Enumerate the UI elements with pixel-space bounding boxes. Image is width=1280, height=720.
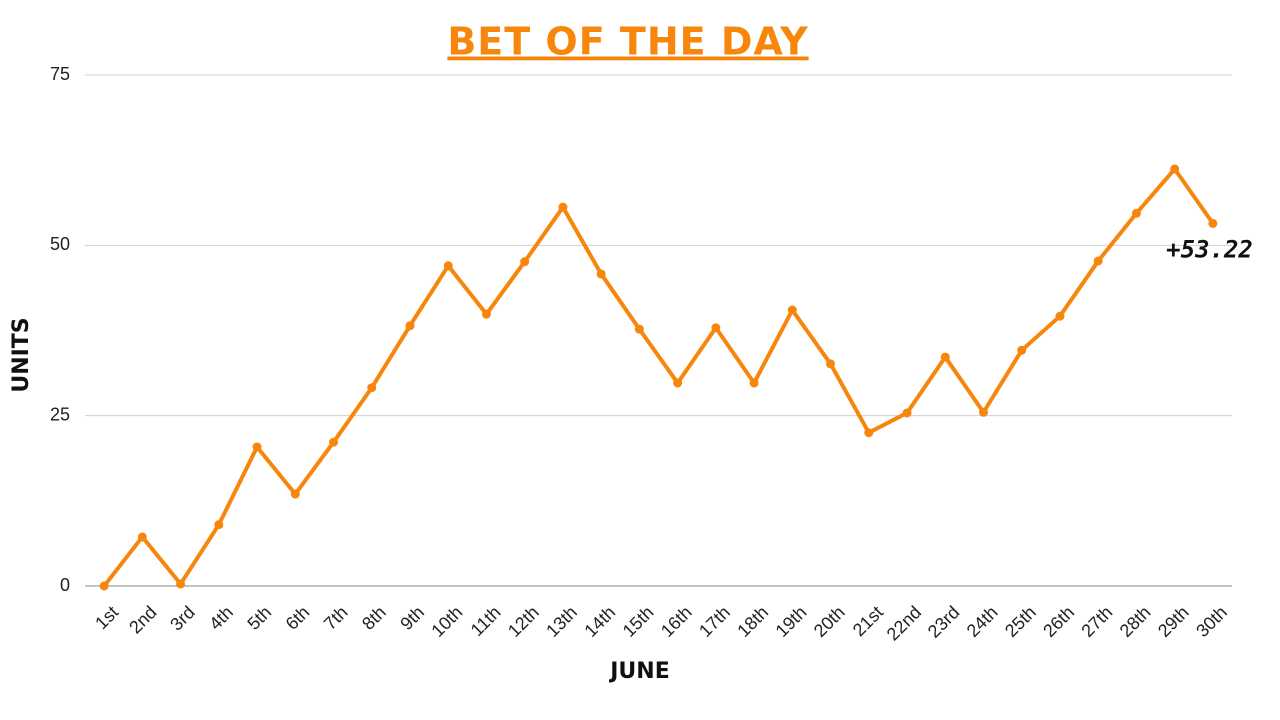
x-tick-label: 2nd bbox=[125, 602, 160, 637]
x-tick-label: 3rd bbox=[166, 602, 199, 635]
y-tick-label: 75 bbox=[50, 64, 70, 84]
x-tick-label: 4th bbox=[205, 602, 237, 634]
point bbox=[329, 437, 339, 447]
x-tick-label: 1st bbox=[91, 602, 122, 633]
point bbox=[826, 359, 836, 369]
x-tick-label: 30th bbox=[1192, 602, 1231, 641]
x-tick-label: 23rd bbox=[924, 602, 964, 642]
y-tick-label: 50 bbox=[50, 234, 70, 254]
x-tick-label: 26th bbox=[1039, 602, 1078, 641]
x-tick-label: 20th bbox=[810, 602, 849, 641]
point bbox=[749, 378, 759, 388]
x-tick-label: 11th bbox=[467, 602, 505, 640]
x-tick-label: 17th bbox=[695, 602, 734, 641]
x-tick-label: 10th bbox=[427, 602, 466, 641]
point bbox=[176, 579, 186, 589]
point bbox=[1208, 218, 1218, 228]
x-tick-label: 14th bbox=[580, 602, 619, 641]
point bbox=[252, 442, 262, 452]
point bbox=[443, 261, 453, 271]
point bbox=[1055, 311, 1065, 321]
point bbox=[634, 324, 644, 334]
x-axis-title: JUNE bbox=[608, 659, 670, 684]
y-tick-label: 25 bbox=[50, 404, 70, 424]
point bbox=[367, 383, 377, 393]
point bbox=[940, 352, 950, 362]
y-tick-label: 0 bbox=[60, 575, 70, 595]
point bbox=[1093, 256, 1103, 266]
x-tick-label: 7th bbox=[320, 602, 352, 634]
x-tick-label: 22nd bbox=[883, 602, 925, 644]
point bbox=[1017, 345, 1027, 355]
point bbox=[520, 257, 530, 267]
y-axis-title: UNITS bbox=[9, 317, 34, 392]
x-tick-label: 27th bbox=[1077, 602, 1116, 641]
x-tick-label: 18th bbox=[733, 602, 772, 641]
x-tick-label: 21st bbox=[849, 602, 887, 640]
x-tick-label: 28th bbox=[1116, 602, 1155, 641]
annotation: +53.22 bbox=[1166, 235, 1253, 263]
point bbox=[711, 323, 721, 333]
point bbox=[673, 378, 683, 388]
point bbox=[864, 428, 874, 438]
point bbox=[596, 269, 606, 279]
point bbox=[902, 408, 912, 418]
x-tick-label: 29th bbox=[1154, 602, 1193, 641]
point bbox=[290, 489, 300, 499]
point bbox=[481, 309, 491, 319]
x-tick-label: 25th bbox=[1001, 602, 1040, 641]
chart-title: BET OF THE DAY bbox=[447, 20, 808, 64]
point bbox=[99, 581, 109, 591]
point bbox=[405, 321, 415, 331]
point bbox=[214, 520, 224, 530]
point bbox=[978, 407, 988, 417]
x-tick-label: 19th bbox=[772, 602, 811, 641]
x-tick-label: 13th bbox=[542, 602, 581, 641]
point bbox=[137, 532, 147, 542]
x-tick-label: 24th bbox=[963, 602, 1002, 641]
x-tick-label: 6th bbox=[282, 602, 314, 634]
x-tick-label: 12th bbox=[504, 602, 543, 641]
x-tick-label: 16th bbox=[657, 602, 696, 641]
x-tick-label: 8th bbox=[358, 602, 390, 634]
x-tick-label: 15th bbox=[619, 602, 658, 641]
x-tick-label: 9th bbox=[396, 602, 428, 634]
line bbox=[102, 167, 1215, 588]
x-tick-label: 5th bbox=[243, 602, 275, 634]
point bbox=[1170, 164, 1180, 174]
point bbox=[787, 305, 797, 315]
point bbox=[558, 202, 568, 212]
point bbox=[1131, 208, 1141, 218]
